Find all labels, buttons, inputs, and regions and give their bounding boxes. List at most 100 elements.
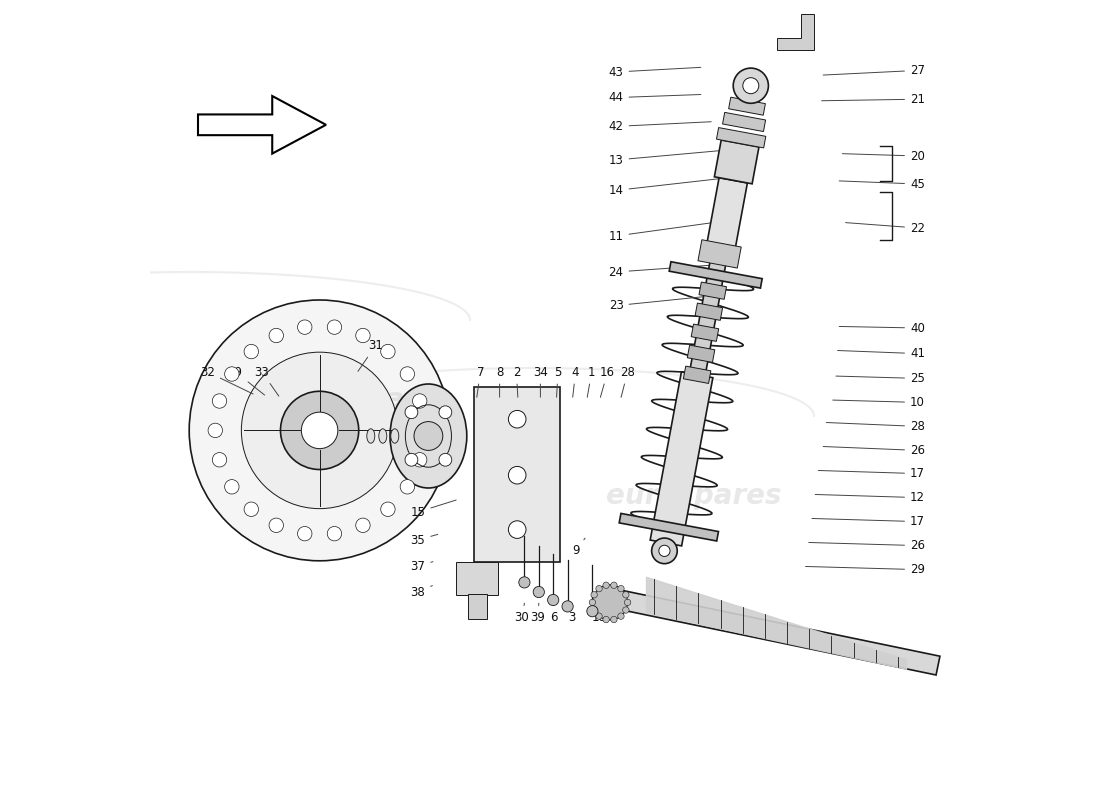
Text: 16: 16 bbox=[601, 366, 615, 398]
Text: 13: 13 bbox=[608, 150, 720, 166]
Circle shape bbox=[212, 394, 227, 408]
Circle shape bbox=[224, 479, 239, 494]
Circle shape bbox=[244, 344, 258, 358]
Circle shape bbox=[327, 526, 342, 541]
Text: 11: 11 bbox=[608, 221, 723, 242]
Circle shape bbox=[241, 352, 398, 509]
Circle shape bbox=[596, 586, 602, 592]
Circle shape bbox=[189, 300, 450, 561]
Polygon shape bbox=[198, 96, 326, 154]
Text: 23: 23 bbox=[608, 294, 723, 312]
Text: 45: 45 bbox=[839, 178, 925, 190]
Circle shape bbox=[591, 607, 597, 614]
FancyBboxPatch shape bbox=[474, 387, 560, 562]
Circle shape bbox=[742, 78, 759, 94]
Text: 4: 4 bbox=[572, 366, 580, 398]
Circle shape bbox=[603, 616, 609, 622]
Circle shape bbox=[400, 479, 415, 494]
Circle shape bbox=[412, 453, 427, 467]
Circle shape bbox=[519, 577, 530, 588]
Text: 24: 24 bbox=[608, 264, 725, 278]
Circle shape bbox=[659, 546, 670, 557]
Polygon shape bbox=[688, 345, 715, 362]
Circle shape bbox=[414, 422, 443, 450]
Text: 20: 20 bbox=[843, 150, 925, 162]
Circle shape bbox=[212, 453, 227, 467]
Polygon shape bbox=[728, 98, 766, 115]
Text: 40: 40 bbox=[839, 322, 925, 334]
Circle shape bbox=[381, 502, 395, 517]
Text: 35: 35 bbox=[410, 534, 438, 546]
Text: 38: 38 bbox=[410, 586, 432, 598]
Polygon shape bbox=[698, 282, 726, 299]
Circle shape bbox=[623, 591, 629, 598]
Polygon shape bbox=[716, 127, 766, 148]
Text: 41: 41 bbox=[837, 347, 925, 360]
Circle shape bbox=[610, 616, 617, 622]
Text: 1: 1 bbox=[587, 366, 595, 398]
Ellipse shape bbox=[390, 429, 399, 443]
Text: 42: 42 bbox=[608, 120, 712, 133]
Polygon shape bbox=[601, 586, 939, 675]
Circle shape bbox=[355, 518, 370, 533]
Text: 26: 26 bbox=[808, 539, 925, 552]
Text: eurospares: eurospares bbox=[278, 386, 453, 414]
Circle shape bbox=[603, 582, 609, 589]
Circle shape bbox=[270, 328, 284, 342]
Polygon shape bbox=[778, 14, 814, 50]
Circle shape bbox=[208, 423, 222, 438]
Text: 29: 29 bbox=[805, 563, 925, 576]
Circle shape bbox=[590, 599, 595, 606]
Text: 18: 18 bbox=[592, 606, 607, 624]
Circle shape bbox=[623, 607, 629, 614]
Circle shape bbox=[625, 599, 630, 606]
Circle shape bbox=[593, 585, 628, 620]
Text: eurospares: eurospares bbox=[606, 482, 782, 510]
Text: 22: 22 bbox=[846, 222, 925, 234]
Circle shape bbox=[618, 586, 624, 592]
Circle shape bbox=[244, 502, 258, 517]
Ellipse shape bbox=[366, 429, 375, 443]
Circle shape bbox=[355, 328, 370, 342]
Ellipse shape bbox=[378, 429, 387, 443]
Text: 19: 19 bbox=[228, 366, 265, 395]
Circle shape bbox=[508, 521, 526, 538]
Text: 15: 15 bbox=[410, 500, 456, 518]
Text: 36: 36 bbox=[461, 586, 476, 598]
Circle shape bbox=[508, 410, 526, 428]
Circle shape bbox=[534, 586, 544, 598]
Text: 33: 33 bbox=[254, 366, 278, 396]
Circle shape bbox=[381, 344, 395, 358]
Text: 10: 10 bbox=[833, 396, 925, 409]
Circle shape bbox=[298, 320, 312, 334]
Text: 34: 34 bbox=[534, 366, 548, 398]
Circle shape bbox=[224, 367, 239, 382]
Circle shape bbox=[439, 406, 452, 418]
Text: 28: 28 bbox=[826, 420, 925, 433]
Text: 28: 28 bbox=[620, 366, 635, 398]
Polygon shape bbox=[714, 140, 759, 184]
Polygon shape bbox=[704, 178, 747, 262]
Circle shape bbox=[301, 412, 338, 449]
Circle shape bbox=[562, 601, 573, 612]
Circle shape bbox=[610, 582, 617, 589]
Polygon shape bbox=[619, 514, 718, 541]
Text: 7: 7 bbox=[476, 366, 484, 398]
Text: 30: 30 bbox=[515, 603, 529, 624]
Text: 32: 32 bbox=[200, 366, 253, 394]
Text: 17: 17 bbox=[818, 467, 925, 480]
FancyBboxPatch shape bbox=[456, 562, 498, 595]
Circle shape bbox=[400, 367, 415, 382]
Circle shape bbox=[327, 320, 342, 334]
Circle shape bbox=[439, 454, 452, 466]
Text: 21: 21 bbox=[822, 93, 925, 106]
Text: 37: 37 bbox=[410, 560, 433, 573]
Ellipse shape bbox=[390, 384, 466, 488]
Circle shape bbox=[405, 454, 418, 466]
Circle shape bbox=[298, 526, 312, 541]
Circle shape bbox=[651, 538, 678, 564]
Polygon shape bbox=[723, 112, 766, 131]
Circle shape bbox=[591, 591, 597, 598]
Circle shape bbox=[417, 423, 431, 438]
Text: 8: 8 bbox=[496, 366, 504, 398]
